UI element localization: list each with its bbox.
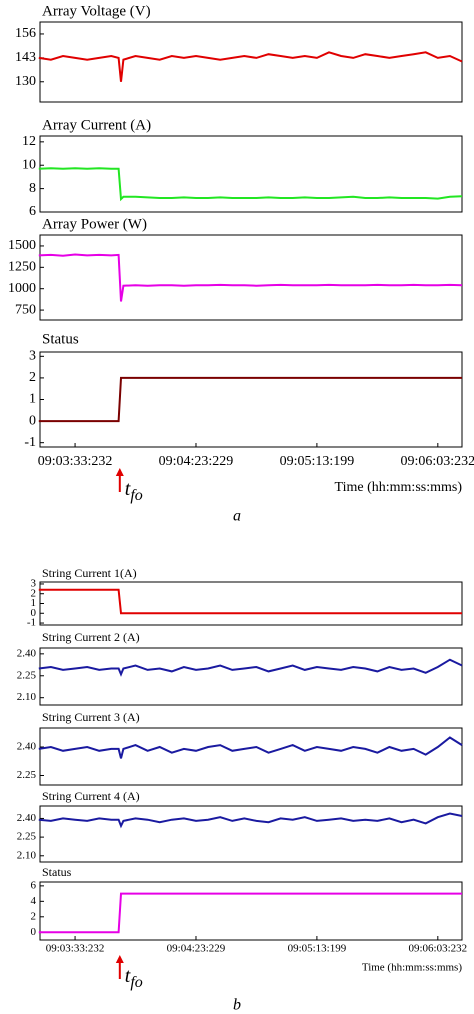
y-tick-label: -1: [27, 617, 36, 629]
y-tick-label: 10: [22, 157, 36, 172]
y-tick-label: 2.40: [17, 741, 37, 753]
plot-frame: [39, 234, 463, 321]
panel-title: Array Power (W): [42, 216, 147, 232]
x-tick-label: 09:06:03:232: [408, 943, 467, 955]
figure-caption: a: [233, 508, 241, 525]
y-tick-label: 2: [31, 910, 37, 922]
x-tick-label: 09:03:33:232: [46, 943, 105, 955]
plot-frame: [39, 727, 463, 786]
data-line: [38, 892, 462, 934]
y-tick-label: 8: [29, 181, 36, 196]
fault-label-main: t: [125, 478, 131, 500]
y-tick-label: 1: [31, 597, 37, 609]
y-tick-label: 1: [29, 392, 36, 407]
x-axis-label: Time (hh:mm:ss:mms): [335, 480, 463, 495]
y-tick-label: 3: [31, 577, 37, 589]
data-line: [38, 736, 463, 759]
y-tick-label: 4: [31, 895, 37, 907]
y-tick-label: 143: [15, 50, 36, 65]
y-tick-label: 2.10: [17, 849, 37, 861]
x-tick-label: 09:05:13:199: [288, 943, 347, 955]
y-tick-label: 0: [31, 926, 37, 938]
plot-frame: [39, 805, 463, 863]
y-tick-label: 2.25: [17, 669, 37, 681]
y-tick-label: 2: [31, 587, 37, 599]
data-line: [38, 658, 463, 677]
panel-title: Status: [42, 865, 72, 879]
y-tick-label: 2.25: [17, 769, 37, 781]
x-axis-label: Time (hh:mm:ss:mms): [362, 962, 462, 974]
y-tick-label: 6: [31, 879, 37, 891]
y-tick-label: 1000: [8, 281, 36, 296]
fault-label-sub: fo: [130, 487, 142, 504]
y-tick-label: 3: [29, 349, 36, 364]
x-tick-label: 09:03:33:232: [38, 454, 113, 469]
x-tick-label: 09:05:13:199: [280, 454, 355, 469]
y-tick-label: 12: [22, 134, 36, 149]
y-tick-label: -1: [24, 435, 36, 450]
plot-frame: [39, 881, 463, 941]
panel-title: String Current 1(A): [42, 566, 137, 580]
figure-caption: b: [233, 997, 241, 1014]
panel-title: String Current 2 (A): [42, 630, 140, 644]
data-line: [38, 253, 463, 302]
data-line: [38, 588, 462, 615]
data-line: [38, 167, 463, 202]
plot-frame: [39, 21, 463, 103]
x-tick-label: 09:06:03:232: [400, 454, 474, 469]
data-line: [38, 51, 463, 82]
y-tick-label: 2.25: [17, 831, 37, 843]
fault-label: tfo: [125, 965, 143, 991]
fault-label-sub: fo: [130, 974, 142, 991]
x-tick-label: 09:04:23:229: [159, 454, 234, 469]
y-tick-label: 2.40: [17, 647, 37, 659]
y-tick-label: 130: [15, 74, 36, 89]
y-tick-label: 0: [29, 413, 36, 428]
x-tick-label: 09:04:23:229: [167, 943, 226, 955]
plot-frame: [39, 647, 463, 706]
fault-arrow-head: [115, 955, 124, 963]
y-tick-label: 2.10: [17, 691, 37, 703]
panel-title: String Current 4 (A): [42, 789, 140, 803]
panel-title: Status: [42, 331, 79, 347]
panel-title: String Current 3 (A): [42, 710, 140, 724]
y-tick-label: 0: [31, 607, 37, 619]
y-tick-label: 6: [29, 204, 36, 219]
y-tick-label: 2: [29, 370, 36, 385]
y-tick-label: 2.40: [17, 812, 37, 824]
plot-frame: [39, 135, 463, 213]
y-tick-label: 750: [15, 302, 36, 317]
y-tick-label: 156: [15, 26, 36, 41]
data-line: [38, 812, 463, 829]
y-tick-label: 1250: [8, 260, 36, 275]
data-line: [38, 376, 462, 423]
plot-frame: [39, 581, 463, 626]
panel-title: Array Current (A): [42, 117, 151, 133]
fault-label-main: t: [125, 965, 131, 987]
panel-title: Array Voltage (V): [42, 3, 151, 19]
plot-frame: [39, 351, 463, 448]
fault-arrow-head: [115, 468, 124, 476]
fault-label: tfo: [125, 478, 143, 504]
y-tick-label: 1500: [8, 238, 36, 253]
